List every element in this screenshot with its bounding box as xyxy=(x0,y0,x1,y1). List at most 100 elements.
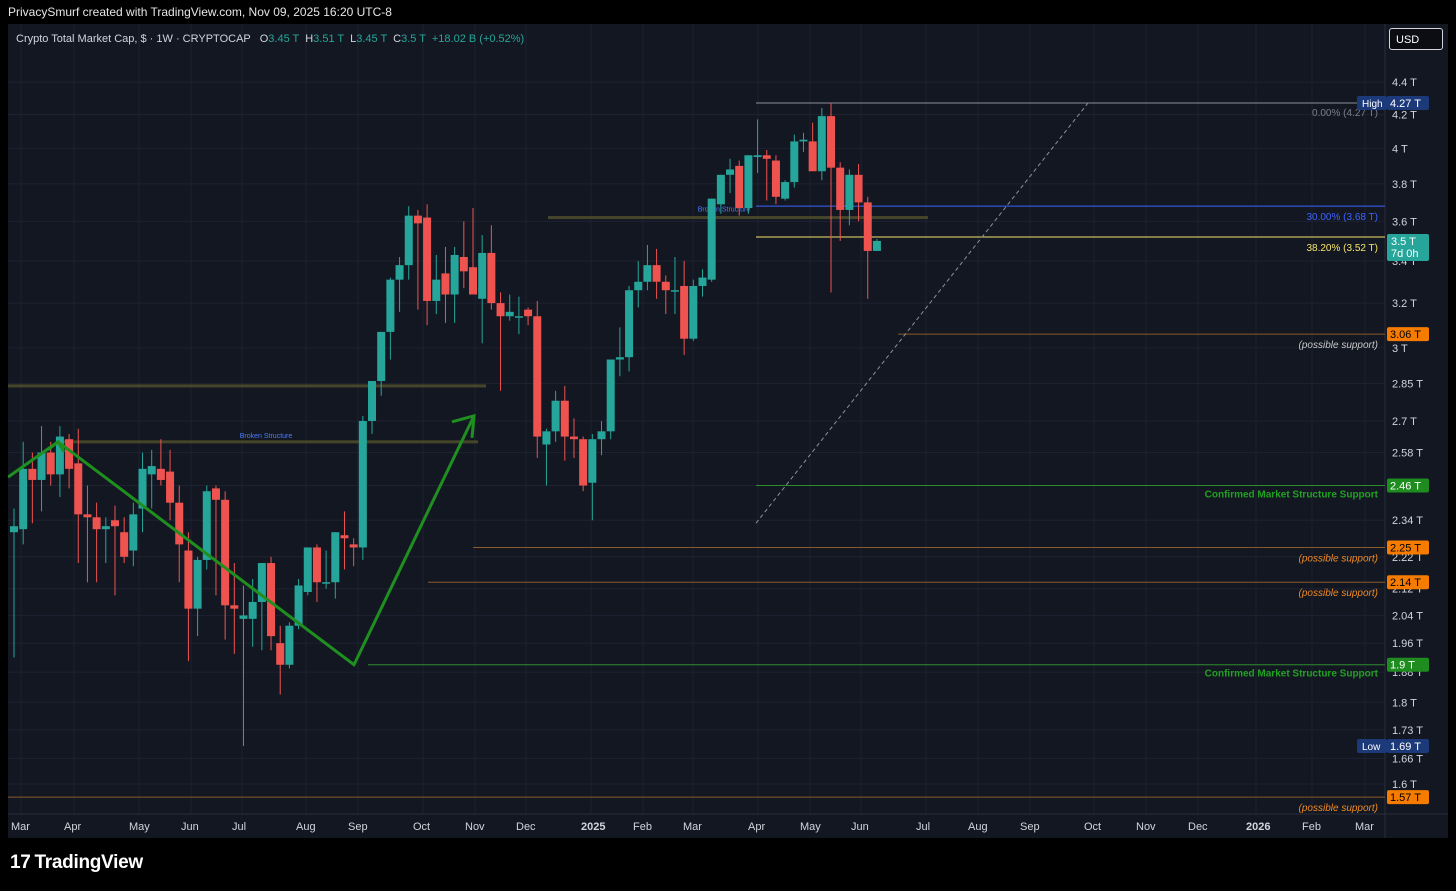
price-tick-label: 2.85 T xyxy=(1392,378,1423,390)
candle-up xyxy=(790,141,799,183)
candle-down xyxy=(349,544,358,548)
current-price-tag xyxy=(1387,233,1429,261)
candle-down xyxy=(459,256,468,272)
candle-up xyxy=(432,279,441,301)
time-tick-label: Sep xyxy=(348,821,368,833)
price-tag xyxy=(1387,327,1429,342)
wave-arrow xyxy=(8,415,476,668)
price-tag-label: 2.14 T xyxy=(1390,577,1421,589)
price-tag-label: 4.27 T xyxy=(1390,98,1421,110)
price-tick-label: 1.8 T xyxy=(1392,697,1417,709)
time-tick-label: Apr xyxy=(64,821,81,833)
time-tick-label: May xyxy=(800,821,821,833)
broken-structure-label: Broken Structure xyxy=(240,433,293,440)
symbol-legend: Crypto Total Market Cap, $ · 1W · CRYPTO… xyxy=(16,33,524,45)
price-tick-label: 4.4 T xyxy=(1392,77,1417,89)
price-tag-label: 1.9 T xyxy=(1390,660,1415,672)
candle-down xyxy=(652,265,661,282)
candle-down xyxy=(120,532,129,557)
price-tick-label: 2.34 T xyxy=(1392,515,1423,527)
price-tag xyxy=(1387,575,1429,590)
candle-down xyxy=(533,316,542,437)
open-value: 3.45 T xyxy=(268,33,300,45)
time-tick-label: Dec xyxy=(516,821,536,833)
broken-structure-line xyxy=(548,216,928,220)
candle-up xyxy=(689,285,698,339)
candle-up xyxy=(799,139,808,142)
candle-up xyxy=(395,265,404,280)
candle-down xyxy=(221,499,230,606)
level-annotation: (possible support) xyxy=(1299,588,1378,599)
candle-up xyxy=(707,198,716,280)
candle-up xyxy=(817,116,826,172)
wave-arrowhead xyxy=(451,413,476,438)
close-value: 3.5 T xyxy=(401,33,426,45)
candle-up xyxy=(193,559,202,609)
price-tag xyxy=(1387,96,1429,110)
candle-up xyxy=(147,466,156,475)
candle-down xyxy=(46,452,55,475)
price-tick-label: 1.6 T xyxy=(1392,779,1417,791)
candle-up xyxy=(368,381,377,421)
close-label: C xyxy=(393,33,402,45)
price-tick-label: 2.7 T xyxy=(1392,416,1417,428)
time-tick-label: Oct xyxy=(1084,821,1101,833)
candle-up xyxy=(294,585,303,626)
time-tick-label: Mar xyxy=(1355,821,1374,833)
price-tick-label: 2.58 T xyxy=(1392,448,1423,460)
candle-down xyxy=(166,471,175,503)
candle-down xyxy=(276,643,285,665)
candle-up xyxy=(845,174,854,210)
change-value: +18.02 B (+0.52%) xyxy=(431,33,525,45)
candle-up xyxy=(55,436,64,475)
level-name-label: Low xyxy=(1362,742,1381,753)
level-name-tag xyxy=(1357,739,1387,753)
candle-down xyxy=(211,488,220,500)
broken-structure-label: Broken Structure xyxy=(698,207,751,214)
price-tag-label: 1.69 T xyxy=(1390,741,1421,753)
level-annotation: 38.20% (3.52 T) xyxy=(1306,243,1378,254)
price-tag xyxy=(1387,540,1429,555)
time-tick-label: Feb xyxy=(633,821,652,833)
candle-down xyxy=(661,281,670,291)
low-value: 3.45 T xyxy=(356,33,387,45)
candle-down xyxy=(267,563,276,637)
candle-up xyxy=(670,290,679,292)
candle-down xyxy=(28,468,37,480)
time-tick-label: Jul xyxy=(916,821,930,833)
time-tick-label: Oct xyxy=(413,821,430,833)
candle-up xyxy=(643,265,652,282)
candle-down xyxy=(827,116,836,168)
level-annotation: Confirmed Market Structure Support xyxy=(1205,669,1379,680)
high-label: H xyxy=(305,33,314,45)
time-tick-label: 2026 xyxy=(1246,821,1270,833)
candle-up xyxy=(615,357,624,360)
candle-up xyxy=(634,281,643,291)
price-tick-label: 3.6 T xyxy=(1392,216,1417,228)
candle-up xyxy=(478,252,487,299)
candle-down xyxy=(423,217,432,301)
high-value: 3.51 T xyxy=(313,33,344,45)
candle-up xyxy=(588,439,597,483)
candle-up xyxy=(138,468,147,509)
candle-up xyxy=(450,254,459,295)
candle-up xyxy=(753,155,762,158)
price-tick-label: 4.2 T xyxy=(1392,109,1417,121)
candle-down xyxy=(560,400,569,437)
level-annotation: (possible support) xyxy=(1299,340,1378,351)
price-chart[interactable]: Broken Structure Broken Structure 0.00% (4… xyxy=(8,24,1448,838)
price-tag-label: 3.06 T xyxy=(1390,329,1421,341)
chart-pane[interactable]: Broken Structure Broken Structure 0.00% (4… xyxy=(8,24,1448,838)
candle-up xyxy=(542,431,551,445)
tradingview-logo[interactable]: 17 TradingView xyxy=(10,852,143,874)
candle-down xyxy=(524,309,533,317)
candle-down xyxy=(680,285,689,339)
currency-button[interactable]: USD xyxy=(1389,28,1443,50)
price-tick-label: 4 T xyxy=(1392,143,1408,155)
price-tag-label: 1.57 T xyxy=(1390,792,1421,804)
symbol-title[interactable]: Crypto Total Market Cap, $ · 1W · CRYPTO… xyxy=(16,33,251,45)
candle-up xyxy=(781,182,790,199)
time-tick-label: Mar xyxy=(683,821,702,833)
price-tag xyxy=(1387,790,1429,805)
